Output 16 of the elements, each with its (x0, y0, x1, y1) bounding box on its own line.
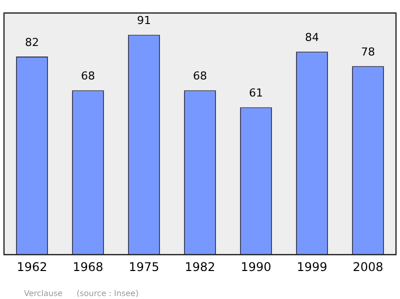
data-label: 84 (305, 31, 319, 44)
text: Verclause (24, 289, 63, 298)
text: (source : Insee) (76, 289, 139, 298)
data-label: 82 (25, 36, 39, 49)
x-tick-label: 1982 (184, 260, 216, 274)
x-tick-label: 1999 (296, 260, 328, 274)
data-label: 68 (81, 70, 95, 83)
data-label: 91 (137, 14, 151, 28)
x-tick-label: 1990 (240, 260, 272, 274)
x-tick-label: 2008 (352, 260, 384, 274)
data-label: 68 (193, 70, 207, 83)
x-tick-label: 1962 (16, 260, 48, 274)
data-label: 61 (249, 86, 263, 100)
x-tick-label: 1975 (128, 260, 160, 274)
x-tick-label: 1968 (72, 260, 104, 274)
data-label: 78 (361, 46, 375, 59)
